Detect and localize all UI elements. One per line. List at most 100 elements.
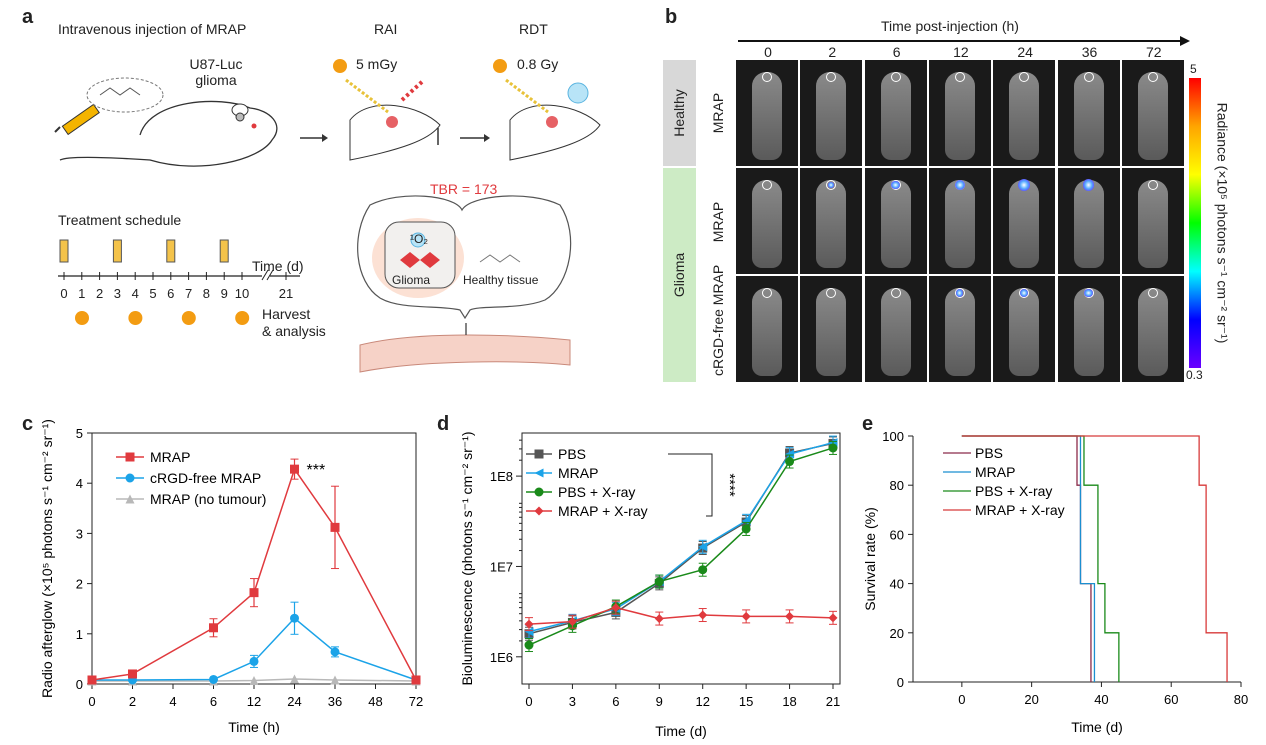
schedule-tick-label: 1 (78, 286, 85, 301)
x-tick-label: 80 (1234, 692, 1248, 707)
x-tick-label: 20 (1024, 692, 1038, 707)
mouse-image-cell (800, 276, 863, 382)
x-tick-label: 2 (129, 694, 136, 709)
time-arrow (738, 36, 1190, 46)
legend-marker (534, 487, 544, 497)
x-tick-label: 18 (782, 694, 796, 709)
molecule-icon (99, 87, 141, 96)
roi-circle (1147, 288, 1158, 298)
roi-circle (954, 72, 965, 82)
y-tick-label: 3 (76, 526, 83, 541)
x-tick-label: 9 (656, 694, 663, 709)
mouse-image-cell (864, 168, 927, 274)
time-label: 24 (1017, 44, 1033, 60)
x-tick-label: 21 (826, 694, 840, 709)
signal-spot (891, 180, 900, 190)
significance-bracket (668, 453, 713, 517)
signal-spot (954, 179, 966, 191)
molecule-bubble (86, 77, 164, 113)
mouse-silhouette (752, 72, 782, 160)
mouse-silhouette (944, 180, 975, 268)
data-point (330, 647, 340, 657)
mouse-silhouette (752, 288, 782, 376)
data-point (290, 613, 299, 623)
y-tick-label: 5 (76, 426, 83, 441)
radiation-icon (75, 311, 89, 325)
x-tick-label: 0 (525, 694, 532, 709)
legend-label: MRAP (975, 464, 1015, 480)
mouse-silhouette (1137, 180, 1168, 268)
time-label: 36 (1081, 44, 1098, 60)
schedule-tick-label: 4 (132, 286, 139, 301)
syringe-icon (54, 103, 100, 136)
x-tick-label: 3 (569, 694, 576, 709)
data-point (330, 675, 340, 685)
mouse-image-cell (993, 276, 1056, 382)
x-tick-label: 6 (210, 694, 217, 709)
x-tick-label: 36 (328, 694, 342, 709)
syringe-icon (219, 239, 229, 263)
mouse-silhouette (944, 72, 975, 160)
mouse-image-cell (864, 60, 927, 166)
mouse-silhouette (880, 72, 911, 160)
data-point (524, 640, 534, 650)
mouse-image-cell (736, 276, 798, 382)
time-label: 12 (953, 44, 969, 60)
schedule-tick-label: 9 (221, 286, 228, 301)
roi-circle (1019, 72, 1030, 82)
roi-circle (826, 180, 837, 190)
mouse-silhouette (1009, 72, 1040, 160)
mouse-silhouette (944, 288, 975, 376)
brain-section (357, 195, 572, 320)
rdt-mouse-head (505, 78, 601, 161)
radiation-icon (181, 311, 196, 325)
panel-a-illustration: 0 1 2 3 4 5 6 7 8 9 10 21 (54, 59, 601, 373)
y-tick-label: 0 (76, 677, 83, 692)
legend-label: MRAP + X-ray (558, 503, 648, 519)
syringe-icon (166, 239, 176, 263)
legend-label: MRAP + X-ray (975, 502, 1065, 518)
rdt-title: RDT (519, 21, 548, 37)
roi-circle (1019, 288, 1030, 298)
schedule-tick-label: 5 (149, 286, 156, 301)
schedule-tick-label: 2 (96, 286, 103, 301)
mouse-image-cell (1121, 168, 1184, 274)
legend-label: PBS + X-ray (558, 484, 635, 500)
legend-label: MRAP (no tumour) (150, 491, 266, 507)
group-healthy-label: Healthy (671, 89, 687, 137)
harvest-line-2: & analysis (262, 323, 326, 339)
series-line (92, 617, 417, 681)
colorbar-label: Radiance (×10⁵ photons s⁻¹ cm⁻² sr⁻¹) (1214, 102, 1231, 344)
y-tick-label: 1 (76, 627, 83, 642)
harvest-line-1: Harvest (262, 306, 311, 322)
data-point (741, 516, 751, 526)
roi-circle (890, 72, 901, 82)
radiation-icon (128, 311, 143, 325)
time-label: 72 (1146, 44, 1162, 60)
y-tick-label: 2 (76, 577, 83, 592)
panel-label-c: c (22, 413, 34, 435)
roi-circle (826, 288, 837, 298)
panel-label-e: e (862, 413, 874, 435)
schedule-tick-label: 21 (279, 286, 293, 301)
data-point (290, 674, 299, 684)
roi-circle (1147, 180, 1158, 190)
legend-label: cRGD-free MRAP (150, 470, 261, 486)
survival-curve (961, 435, 1120, 682)
roi-circle (1083, 288, 1094, 298)
x-tick-label: 40 (1094, 692, 1108, 707)
y-tick-label: 80 (890, 478, 904, 493)
y-tick-label: 100 (882, 429, 904, 444)
y-tick-label: 4 (76, 476, 83, 491)
mouse-silhouette (1137, 288, 1168, 376)
schedule-tick-label: 3 (114, 286, 121, 301)
x-tick-label: 48 (368, 694, 382, 709)
data-point (828, 443, 838, 453)
data-point (209, 674, 218, 684)
mouse-image-cell (993, 60, 1056, 166)
y-tick-label: 1E6 (490, 650, 513, 665)
legend-marker (125, 473, 135, 483)
roi-circle (762, 180, 772, 190)
series-line (528, 447, 834, 646)
x-tick-label: 60 (1164, 692, 1178, 707)
